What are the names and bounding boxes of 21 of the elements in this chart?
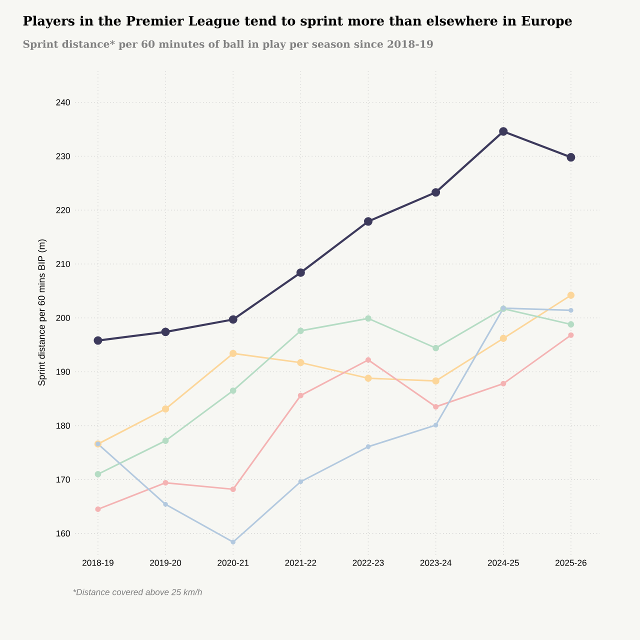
y-tick-label: 240 [56, 99, 70, 106]
x-tick-label: 2020-21 [218, 560, 249, 566]
x-tick-label: 2023-24 [420, 560, 452, 566]
y-tick-label: 180 [56, 422, 70, 429]
y-tick-label: 230 [56, 153, 70, 160]
y-tick-label: 220 [56, 207, 70, 214]
x-tick-label: 2024-25 [488, 560, 519, 566]
y-axis-title: Sprint distance per 60 mins BIP (m) [38, 239, 47, 386]
text: *Distance covered above 25 km/h [73, 588, 202, 596]
y-tick-label: 170 [56, 476, 70, 483]
y-tick-label: 200 [56, 314, 70, 321]
y-tick-label: 210 [56, 260, 70, 268]
x-tick-label: 2025-26 [555, 560, 586, 566]
x-tick-label: 2022-23 [352, 560, 384, 566]
y-tick-label: 160 [56, 530, 70, 537]
chart-subtitle: Sprint distance* per 60 minutes of ball in play per season since 2018-19 [23, 40, 433, 50]
y-tick-label: 190 [56, 368, 70, 375]
x-tick-label: 2021-22 [285, 560, 316, 566]
x-tick-label: 2018-19 [82, 560, 114, 566]
x-tick-label: 2019-20 [150, 560, 182, 566]
chart-title: Players in the Premier League tend to sprint more than elsewhere in Europe [23, 16, 572, 28]
